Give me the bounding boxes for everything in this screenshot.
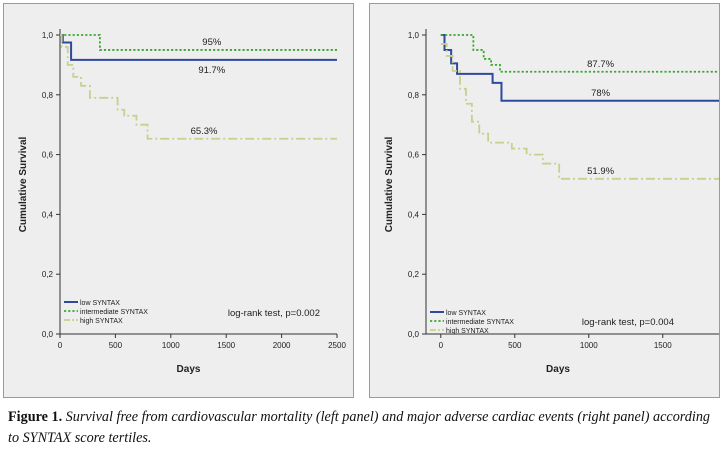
y-tick-label: 0,6 [42,151,54,160]
series-line-high-syntax [440,43,719,180]
y-tick-label: 0,8 [408,91,420,100]
legend-label: high SYNTAX [80,318,123,325]
y-tick-label: 0,2 [42,270,54,279]
y-axis-label: Cumulative Survival [18,136,29,232]
caption-text: Survival free from cardiovascular mortal… [8,409,711,446]
series-line-intermediate-syntax [60,34,337,51]
legend-label: intermediate SYNTAX [446,319,514,326]
x-tick-label: 0 [439,341,444,350]
x-tick-label: 2000 [273,341,291,350]
series-end-label: 95% [202,37,222,48]
left-km-plot: 0,0 0,2 0,4 0,6 0,8 1,0 0 500 1000 1500 2000 2500 Da… [18,29,346,375]
left-panel-chart: 0,0 0,2 0,4 0,6 0,8 1,0 0 500 1000 1500 2000 2500 Da… [3,3,354,398]
legend-label: high SYNTAX [446,328,489,335]
x-axis-label: Days [177,364,201,375]
y-tick-label: 0,4 [42,210,54,219]
right-km-plot: 0,0 0,2 0,4 0,6 0,8 1,0 0 500 1000 1500 Days Cumula… [384,29,719,375]
caption-label: Figure 1. [8,409,63,425]
x-tick-label: 2500 [328,341,346,350]
y-tick-label: 0,8 [42,91,54,100]
series-end-label: 65.3% [191,126,218,137]
y-tick-label: 0,6 [408,151,420,160]
series-line-intermediate-syntax [440,34,719,73]
logrank-annotation: log-rank test, p=0.004 [582,317,674,328]
y-tick-label: 1,0 [408,31,420,40]
series-end-label: 91.7% [198,65,225,76]
series-end-label: 51.9% [587,166,614,177]
legend-label: intermediate SYNTAX [80,309,148,316]
x-tick-label: 1000 [580,341,598,350]
y-axis-label: Cumulative Survival [384,136,395,232]
series-line-low-syntax [440,34,719,102]
series-line-high-syntax [60,34,337,140]
series-end-label: 78% [591,88,611,99]
x-tick-label: 500 [508,341,522,350]
logrank-annotation: log-rank test, p=0.002 [228,308,320,319]
legend-label: low SYNTAX [446,310,486,317]
y-tick-label: 0,0 [42,330,54,339]
x-tick-label: 1500 [654,341,672,350]
right-panel-chart: 0,0 0,2 0,4 0,6 0,8 1,0 0 500 1000 1500 Days Cumula… [369,3,720,398]
figure-caption: Figure 1. Survival free from cardiovascu… [8,407,718,449]
y-tick-label: 0,4 [408,210,420,219]
y-tick-label: 1,0 [42,31,54,40]
x-tick-label: 1500 [217,341,235,350]
x-tick-label: 1000 [162,341,180,350]
x-axis-label: Days [546,364,570,375]
series-end-label: 87.7% [587,59,614,70]
y-tick-label: 0,0 [408,330,420,339]
x-tick-label: 500 [109,341,123,350]
x-tick-label: 0 [58,341,63,350]
series-line-low-syntax [60,34,337,61]
legend-label: low SYNTAX [80,300,120,307]
y-tick-label: 0,2 [408,270,420,279]
